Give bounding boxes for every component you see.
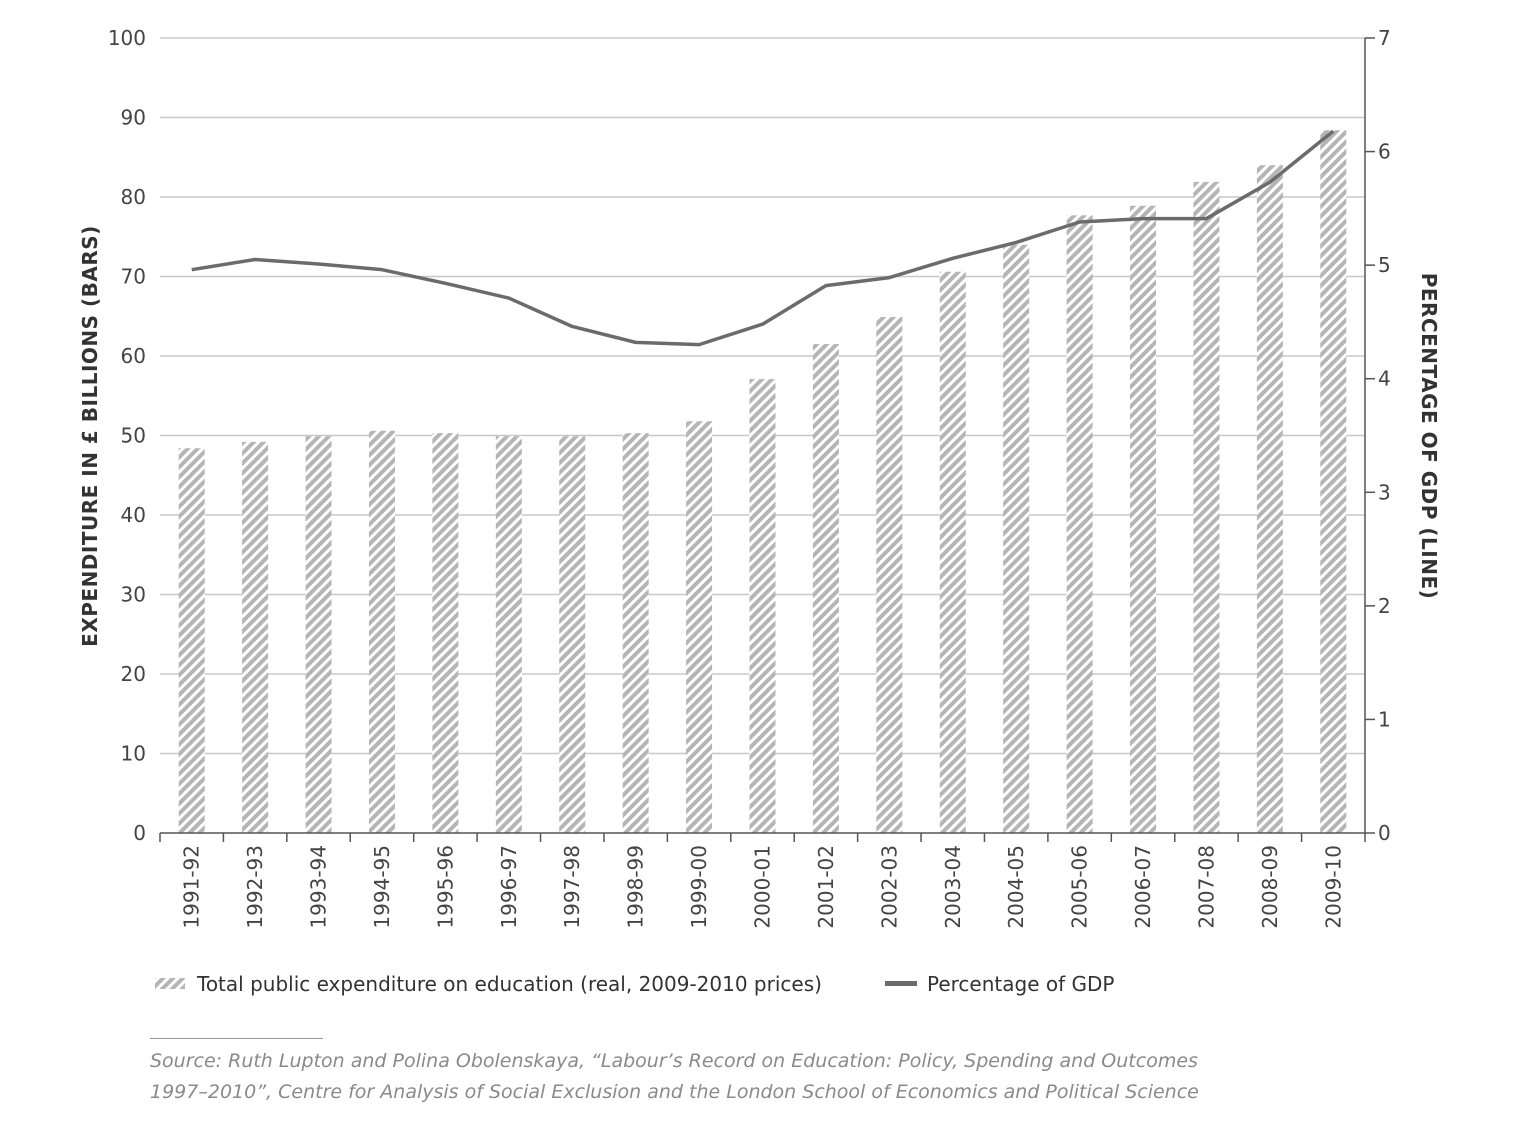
bar (495, 436, 522, 833)
x-tick-label: 1992-93 (243, 845, 267, 929)
bars (178, 130, 1347, 834)
bar (1066, 215, 1093, 833)
bar (242, 441, 269, 833)
y-tick-label: 70 (121, 265, 146, 289)
y-tick-label: 90 (121, 106, 146, 130)
x-tick-label: 2006-07 (1131, 845, 1155, 929)
bar (939, 271, 966, 834)
legend-bar-label: Total public expenditure on education (r… (196, 972, 822, 996)
x-tick-label: 1998-99 (624, 845, 648, 929)
y2-axis-title: PERCENTAGE OF GDP (LINE) (1417, 273, 1441, 600)
legend-line-swatch (885, 981, 917, 986)
y-tick-label: 40 (121, 503, 146, 527)
x-tick-label: 2002-03 (877, 845, 901, 929)
source-line-1: Source: Ruth Lupton and Polina Obolenska… (150, 1050, 1198, 1072)
y2-tick-label: 4 (1378, 367, 1391, 391)
x-tick-label: 2009-10 (1321, 845, 1345, 929)
y-tick-label: 100 (108, 26, 146, 50)
y-tick-label: 80 (121, 185, 146, 209)
x-tick-label: 2008-09 (1258, 845, 1282, 929)
legend: Total public expenditure on education (r… (155, 972, 1114, 996)
y2-tick-label: 2 (1378, 594, 1391, 618)
bar (1256, 165, 1283, 833)
x-tick-label: 2007-08 (1194, 845, 1218, 929)
bar (1130, 205, 1157, 833)
bar (1193, 181, 1220, 833)
bar (305, 436, 332, 833)
x-tick-label: 2005-06 (1068, 845, 1092, 929)
y-tick-label: 20 (121, 662, 146, 686)
y-axis-title: EXPENDITURE IN £ BILLIONS (BARS) (78, 225, 102, 647)
source-line-2: 1997–2010”, Centre for Analysis of Socia… (150, 1081, 1199, 1103)
x-tick-label: 2000-01 (751, 845, 775, 929)
bar (559, 436, 586, 833)
source-note: Source: Ruth Lupton and Polina Obolenska… (150, 1046, 1350, 1108)
x-tick-label: 1993-94 (307, 845, 331, 929)
bar (1320, 130, 1347, 834)
bar (178, 448, 205, 833)
y2-tick-label: 1 (1378, 707, 1391, 731)
gdp-line-series (191, 129, 1335, 347)
y-tick-label: 60 (121, 344, 146, 368)
y2-tick-label: 0 (1378, 821, 1391, 845)
y-tick-label: 0 (133, 821, 146, 845)
x-tick-label: 2003-04 (941, 845, 965, 929)
source-divider (150, 1038, 323, 1039)
y2-tick-label: 3 (1378, 480, 1391, 504)
bar (876, 317, 903, 833)
x-tick-label: 2004-05 (1004, 845, 1028, 929)
bar (749, 379, 776, 833)
x-tick-label: 1997-98 (560, 845, 584, 929)
bar (1003, 244, 1030, 833)
axes (159, 37, 1375, 842)
y-tick-label: 10 (121, 742, 146, 766)
x-tick-label: 1991-92 (180, 845, 204, 929)
y2-tick-label: 6 (1378, 140, 1391, 164)
y-tick-label: 50 (121, 424, 146, 448)
y2-tick-label: 7 (1378, 26, 1391, 50)
x-tick-label: 1999-00 (687, 845, 711, 929)
bar (686, 421, 713, 833)
tick-labels: 0 10 20 30 40 50 60 70 80 90 100 0 1 2 3 4 5 6 7 1991-92 199… (108, 26, 1391, 929)
bar (432, 433, 459, 833)
y-tick-label: 30 (121, 583, 146, 607)
bar (622, 433, 649, 833)
x-tick-label: 1995-96 (433, 845, 457, 929)
gdp-line (191, 129, 1335, 347)
bar (368, 430, 395, 833)
x-tick-label: 1994-95 (370, 845, 394, 929)
x-tick-label: 2001-02 (814, 845, 838, 929)
legend-bar-swatch (155, 978, 185, 989)
x-tick-label: 1996-97 (497, 845, 521, 929)
y2-tick-label: 5 (1378, 253, 1391, 277)
legend-line-label: Percentage of GDP (927, 972, 1114, 996)
bar (812, 344, 839, 833)
